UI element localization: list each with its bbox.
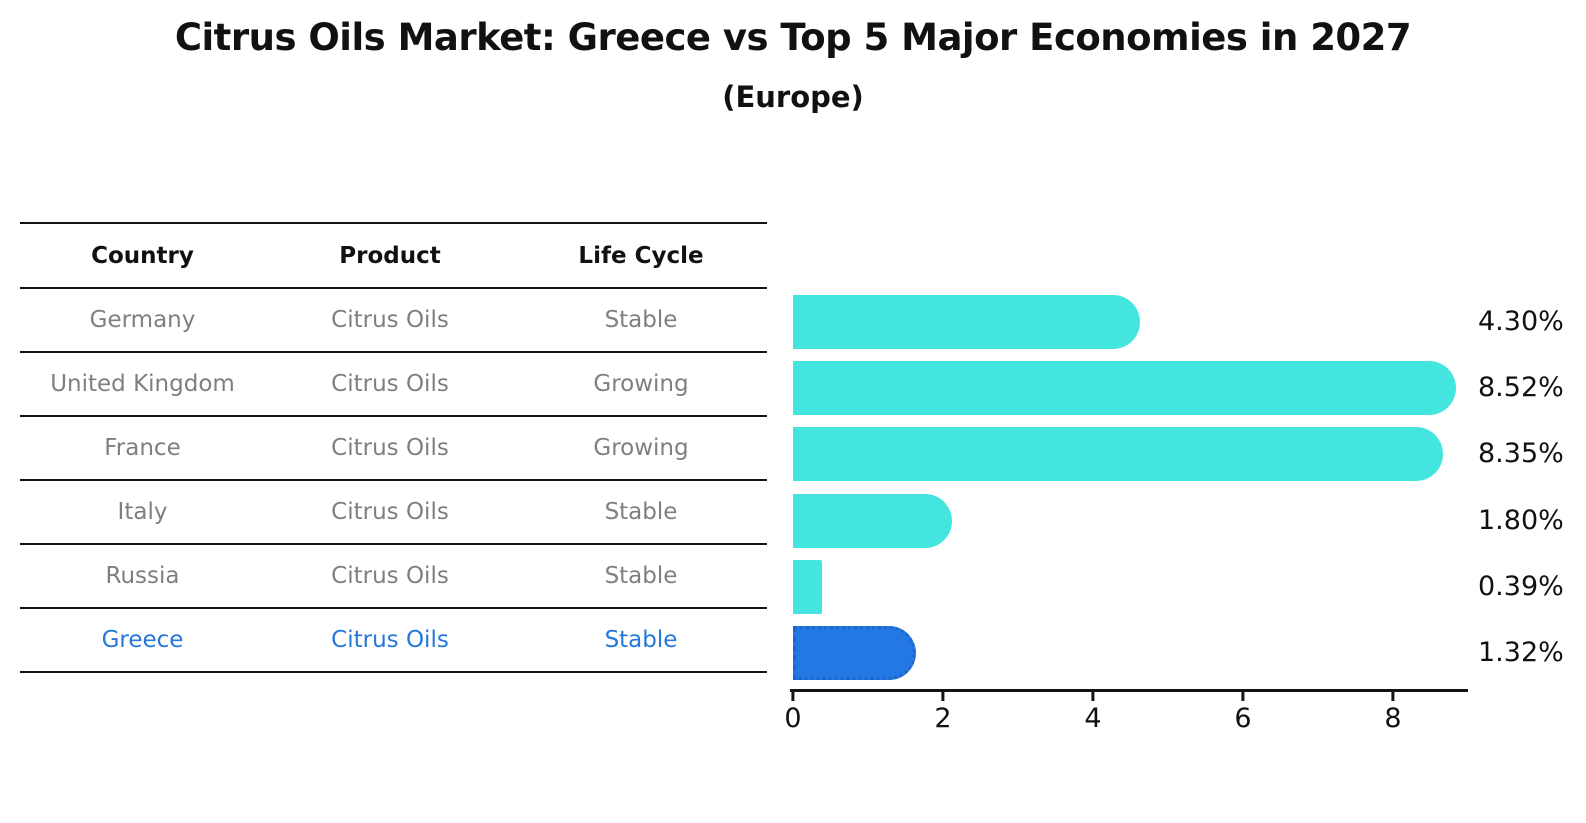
value-label-greece: 1.32% (1478, 637, 1564, 668)
x-axis-line (790, 689, 1468, 692)
chart-title: Citrus Oils Market: Greece vs Top 5 Majo… (174, 16, 1412, 59)
life-cycle-cell: Growing (593, 435, 689, 461)
bar-united-kingdom (793, 361, 1456, 416)
x-axis-tick: 0 (784, 691, 802, 734)
x-axis-tick: 4 (1084, 691, 1102, 734)
tick-mark (1391, 691, 1395, 701)
product-cell: Citrus Oils (331, 499, 449, 525)
table-row: Germany Citrus Oils Stable (20, 289, 767, 353)
product-cell: Citrus Oils (331, 435, 449, 461)
x-axis-tick: 8 (1384, 691, 1402, 734)
life-cycle-cell: Stable (604, 627, 678, 653)
column-header-life-cycle: Life Cycle (578, 242, 704, 269)
life-cycle-cell: Growing (593, 371, 689, 397)
country-cell: France (104, 435, 181, 461)
bar-germany (793, 295, 1140, 349)
value-label-france: 8.35% (1478, 438, 1564, 470)
x-axis-tick: 6 (1234, 691, 1252, 734)
value-label-germany: 4.30% (1478, 306, 1564, 337)
product-cell: Citrus Oils (331, 371, 449, 397)
table-row: Russia Citrus Oils Stable (20, 545, 767, 609)
value-label-russia: 0.39% (1478, 570, 1564, 602)
table-row: France Citrus Oils Growing (20, 417, 767, 481)
x-axis-tick: 2 (934, 691, 952, 734)
tick-label: 8 (1384, 703, 1402, 734)
table-row: Italy Citrus Oils Stable (20, 481, 767, 545)
table-header-row: Country Product Life Cycle (20, 224, 767, 289)
column-header-country: Country (91, 242, 194, 269)
tick-label: 0 (784, 703, 802, 734)
bar-italy (793, 493, 952, 548)
life-cycle-cell: Stable (604, 563, 678, 589)
life-cycle-cell: Stable (604, 499, 678, 525)
product-cell: Citrus Oils (331, 307, 449, 333)
country-table: Country Product Life Cycle Germany Citru… (20, 222, 767, 673)
tick-mark (941, 691, 945, 701)
bar-greece-highlighted (793, 626, 916, 680)
tick-label: 6 (1234, 703, 1252, 734)
column-header-product: Product (339, 242, 441, 269)
product-cell: Citrus Oils (331, 627, 449, 653)
country-cell: Greece (101, 627, 184, 653)
tick-label: 4 (1084, 703, 1102, 734)
chart-subtitle: (Europe) (722, 80, 864, 114)
country-cell: United Kingdom (50, 371, 235, 397)
tick-mark (1091, 691, 1095, 701)
value-label-italy: 1.80% (1478, 504, 1564, 536)
tick-label: 2 (934, 703, 952, 734)
life-cycle-cell: Stable (604, 307, 678, 333)
table-row-greece-highlighted: Greece Citrus Oils Stable (20, 609, 767, 673)
bar-russia (793, 559, 823, 614)
product-cell: Citrus Oils (331, 563, 449, 589)
value-label-united-kingdom: 8.52% (1478, 372, 1564, 404)
country-cell: Germany (89, 307, 196, 333)
tick-mark (1241, 691, 1245, 701)
table-row: United Kingdom Citrus Oils Growing (20, 353, 767, 417)
country-cell: Italy (117, 499, 168, 525)
country-cell: Russia (105, 563, 180, 589)
bar-france (793, 427, 1444, 482)
tick-mark (791, 691, 795, 701)
